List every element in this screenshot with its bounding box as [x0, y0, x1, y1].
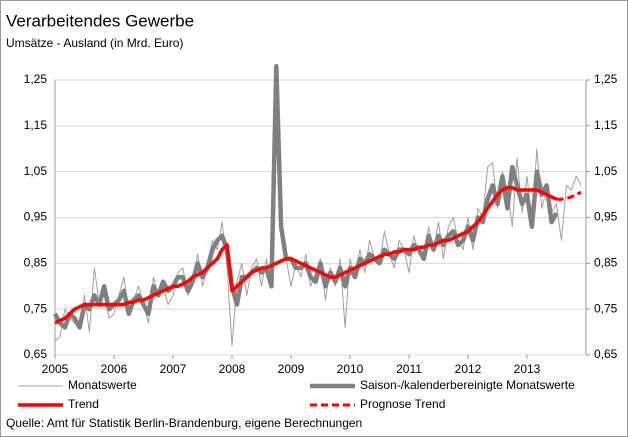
legend-label: Saison-/kalenderbereinigte Monatswerte — [360, 378, 575, 392]
series-line — [53, 64, 559, 330]
x-tick-label: 2005 — [42, 362, 69, 376]
y-tick-label: 0,75 — [24, 301, 48, 315]
chart-subtitle: Umsätze - Ausland (in Mrd. Euro) — [6, 36, 183, 50]
y-tick-label: 1,05 — [24, 164, 48, 178]
y2-tick-label: 0,85 — [594, 256, 618, 270]
x-tick-label: 2008 — [219, 362, 246, 376]
legend-label: Trend — [68, 397, 99, 411]
y-tick-label: 1,15 — [24, 118, 48, 132]
legend-label: Prognose Trend — [360, 397, 445, 411]
y2-tick-label: 1,15 — [594, 118, 618, 132]
y2-tick-label: 1,25 — [594, 72, 618, 86]
x-tick-label: 2006 — [101, 362, 128, 376]
x-tick-label: 2013 — [514, 362, 541, 376]
chart-title: Verarbeitendes Gewerbe — [6, 11, 194, 30]
y2-tick-label: 0,95 — [594, 210, 618, 224]
source-note: Quelle: Amt für Statistik Berlin-Branden… — [6, 416, 362, 430]
y-tick-label: 0,65 — [24, 347, 48, 361]
y-tick-label: 0,95 — [24, 210, 48, 224]
y-tick-label: 1,25 — [24, 72, 48, 86]
y2-tick-label: 1,05 — [594, 164, 618, 178]
series-line — [54, 185, 558, 325]
x-tick-label: 2012 — [455, 362, 482, 376]
legend-label: Monatswerte — [68, 378, 137, 392]
series-line — [556, 190, 582, 201]
x-tick-label: 2007 — [160, 362, 187, 376]
x-tick-label: 2011 — [396, 362, 422, 376]
y2-tick-label: 0,65 — [594, 347, 618, 361]
x-tick-label: 2010 — [337, 362, 364, 376]
x-tick-label: 2009 — [278, 362, 305, 376]
y2-tick-label: 0,75 — [594, 301, 618, 315]
y-tick-label: 0,85 — [24, 256, 48, 270]
